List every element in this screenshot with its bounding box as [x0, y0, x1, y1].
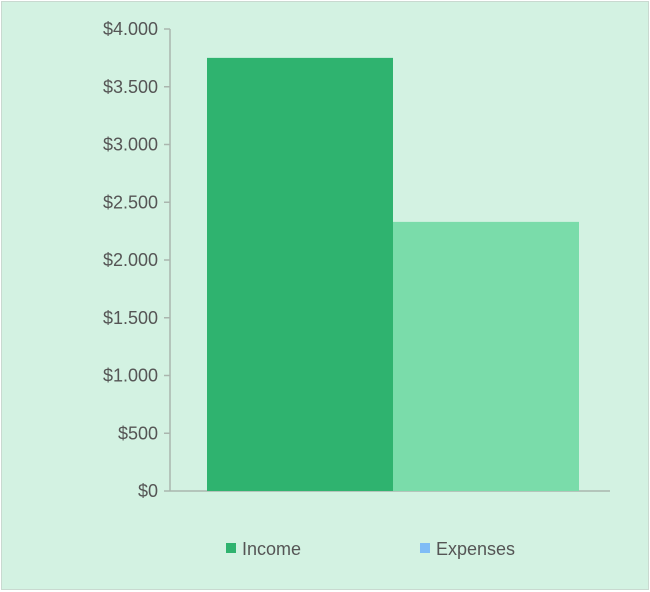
legend-swatch-income — [226, 543, 236, 553]
y-tick-label: $3.000 — [103, 135, 158, 155]
y-tick-label: $0 — [138, 481, 158, 501]
bar-income — [207, 57, 393, 491]
y-tick-label: $1.000 — [103, 366, 158, 386]
y-tick-label: $1.500 — [103, 308, 158, 328]
y-tick-label: $2.500 — [103, 192, 158, 212]
bars-group — [207, 57, 579, 491]
y-tick-label: $500 — [118, 423, 158, 443]
legend-label-expenses: Expenses — [436, 539, 515, 559]
legend-label-income: Income — [242, 539, 301, 559]
y-axis-tick-labels: $0 $500 $1.000 $1.500 $2.000 $2.500 $3.000 $3.5… — [103, 19, 170, 501]
legend-swatch-expenses — [420, 543, 430, 553]
legend: Income Expenses — [226, 539, 515, 559]
y-tick-label: $4.000 — [103, 19, 158, 39]
y-tick-label: $2.000 — [103, 250, 158, 270]
y-tick-label: $3.500 — [103, 77, 158, 97]
bar-expenses — [393, 221, 579, 491]
